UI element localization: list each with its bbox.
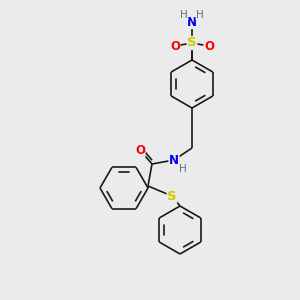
Text: S: S bbox=[167, 190, 177, 202]
Text: S: S bbox=[187, 37, 197, 50]
Text: O: O bbox=[170, 40, 180, 52]
Text: N: N bbox=[169, 154, 179, 166]
Text: H: H bbox=[180, 10, 188, 20]
Text: O: O bbox=[135, 143, 145, 157]
Text: N: N bbox=[187, 16, 197, 28]
Text: H: H bbox=[179, 164, 187, 174]
Text: O: O bbox=[204, 40, 214, 52]
Text: H: H bbox=[196, 10, 204, 20]
